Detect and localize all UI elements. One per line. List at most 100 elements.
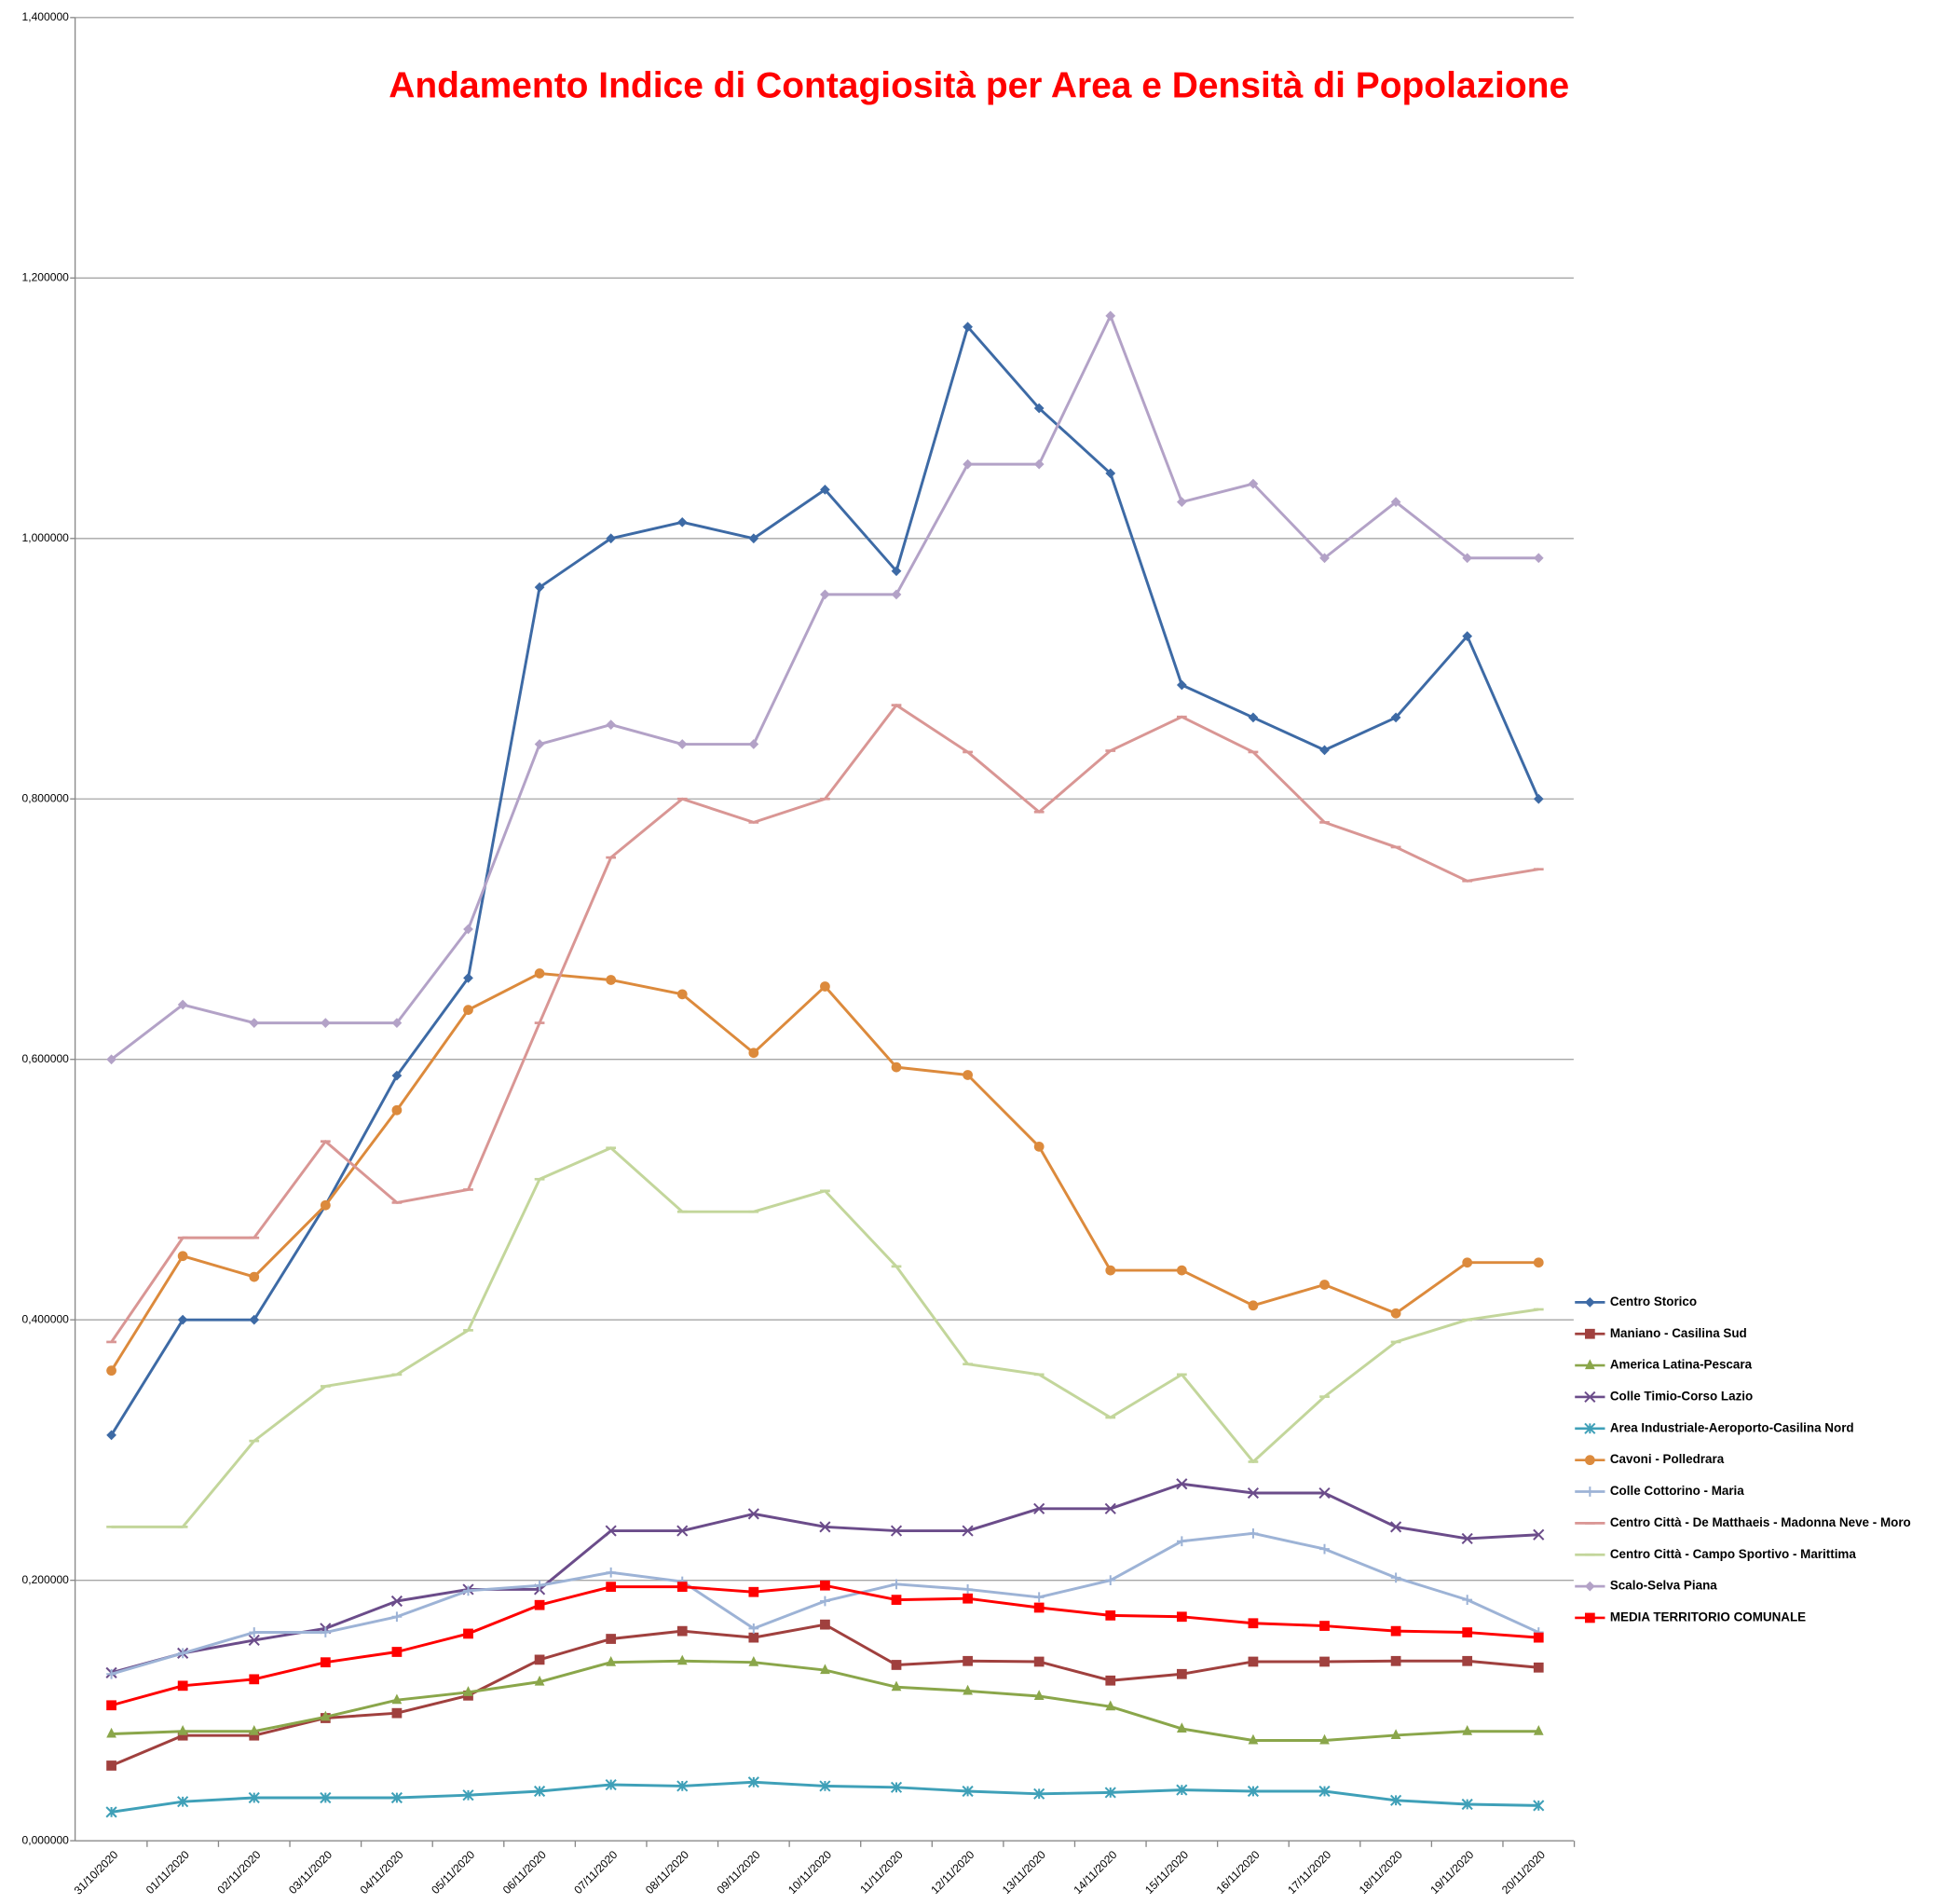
x-tick-label: 01/11/2020	[143, 1848, 192, 1897]
data-point	[820, 1580, 830, 1591]
data-point	[106, 1668, 116, 1679]
data-point	[748, 1623, 759, 1634]
data-point	[391, 1707, 403, 1719]
data-point	[820, 485, 830, 495]
data-point	[1533, 1662, 1544, 1673]
data-point	[1033, 1141, 1045, 1152]
data-point	[1033, 1602, 1045, 1613]
data-point	[249, 1271, 260, 1282]
data-point	[1319, 1280, 1330, 1290]
data-point	[1390, 1625, 1401, 1637]
data-point	[1105, 1575, 1116, 1586]
data-point	[534, 1599, 545, 1610]
data-point	[1462, 1257, 1473, 1268]
data-point	[748, 1655, 759, 1666]
data-point	[605, 1525, 617, 1537]
data-point	[963, 459, 973, 470]
data-point	[1319, 1733, 1330, 1745]
data-point	[1319, 1656, 1330, 1667]
data-point	[1033, 1656, 1045, 1667]
y-tick-label: 0,400000	[22, 1312, 70, 1325]
data-point	[463, 973, 473, 983]
data-point	[962, 1525, 974, 1537]
data-point	[819, 1780, 831, 1792]
data-point	[1248, 1733, 1259, 1745]
data-point	[390, 1595, 403, 1608]
data-point	[177, 1680, 188, 1692]
data-point	[1533, 553, 1544, 564]
data-point	[1248, 1656, 1259, 1667]
data-point	[1176, 1784, 1188, 1796]
data-point	[748, 739, 759, 749]
data-point	[1319, 1621, 1330, 1631]
data-point	[1390, 1521, 1402, 1533]
data-point	[820, 1596, 830, 1607]
data-point	[676, 739, 688, 749]
data-point	[1105, 1265, 1116, 1276]
data-point	[1033, 1502, 1045, 1514]
data-point	[106, 1727, 116, 1738]
data-point	[249, 1018, 260, 1028]
data-point	[1318, 1486, 1331, 1500]
series-line	[110, 972, 1539, 1372]
data-point	[391, 1693, 403, 1705]
data-point	[1105, 1700, 1116, 1711]
data-point	[534, 582, 545, 593]
data-point	[249, 1674, 260, 1685]
x-tick-label: 03/11/2020	[286, 1848, 335, 1897]
data-point	[177, 1796, 189, 1808]
x-tick-label: 02/11/2020	[214, 1848, 263, 1897]
data-point	[320, 1627, 331, 1637]
y-tick-label: 0,600000	[22, 1052, 70, 1065]
data-point	[747, 1508, 759, 1520]
data-point	[534, 968, 545, 979]
data-point	[676, 989, 688, 1000]
legend-label: Area Industriale-Aeroporto-Casilina Nord	[1610, 1420, 1854, 1434]
data-point	[963, 1684, 973, 1695]
data-point	[1176, 1478, 1188, 1490]
data-point	[890, 1781, 903, 1793]
data-point	[891, 1579, 902, 1590]
y-tick-label: 1,000000	[22, 531, 70, 544]
data-point	[463, 1686, 473, 1696]
data-point	[1533, 1528, 1545, 1541]
data-point	[391, 1611, 403, 1623]
x-tick-label: 17/11/2020	[1285, 1848, 1333, 1897]
data-point	[248, 1634, 260, 1647]
data-point	[177, 1730, 188, 1741]
data-point	[106, 1760, 116, 1771]
data-point	[320, 1018, 331, 1028]
data-point	[891, 589, 902, 600]
legend-marker	[1584, 1581, 1595, 1592]
data-point	[1033, 1690, 1045, 1701]
data-point	[820, 589, 830, 600]
chart-title: Andamento Indice di Contagiosità per Are…	[389, 65, 1569, 105]
data-point	[391, 1104, 403, 1116]
data-point	[105, 1806, 117, 1818]
data-point	[890, 1525, 903, 1537]
data-point	[1462, 631, 1473, 641]
data-point	[320, 1710, 331, 1721]
data-point	[606, 1582, 617, 1593]
data-point	[1105, 468, 1116, 479]
x-tick-label: 06/11/2020	[500, 1848, 549, 1897]
data-point	[963, 1584, 973, 1595]
x-tick-label: 19/11/2020	[1427, 1848, 1476, 1897]
y-tick-label: 0,800000	[22, 791, 70, 804]
data-point	[1533, 1257, 1544, 1268]
data-point	[1462, 1595, 1473, 1605]
data-point	[463, 1005, 473, 1015]
data-point	[106, 1430, 116, 1441]
data-point	[676, 1780, 689, 1792]
x-tick-label: 31/10/2020	[72, 1848, 121, 1897]
data-point	[606, 1655, 617, 1666]
data-point	[963, 1593, 973, 1604]
legend-marker	[1584, 1390, 1596, 1404]
data-point	[1176, 1611, 1187, 1623]
data-point	[1105, 310, 1116, 322]
data-point	[606, 975, 617, 985]
data-point	[1176, 1722, 1187, 1733]
data-point	[891, 1062, 902, 1073]
data-point	[177, 1251, 188, 1262]
x-tick-label: 18/11/2020	[1357, 1848, 1405, 1897]
